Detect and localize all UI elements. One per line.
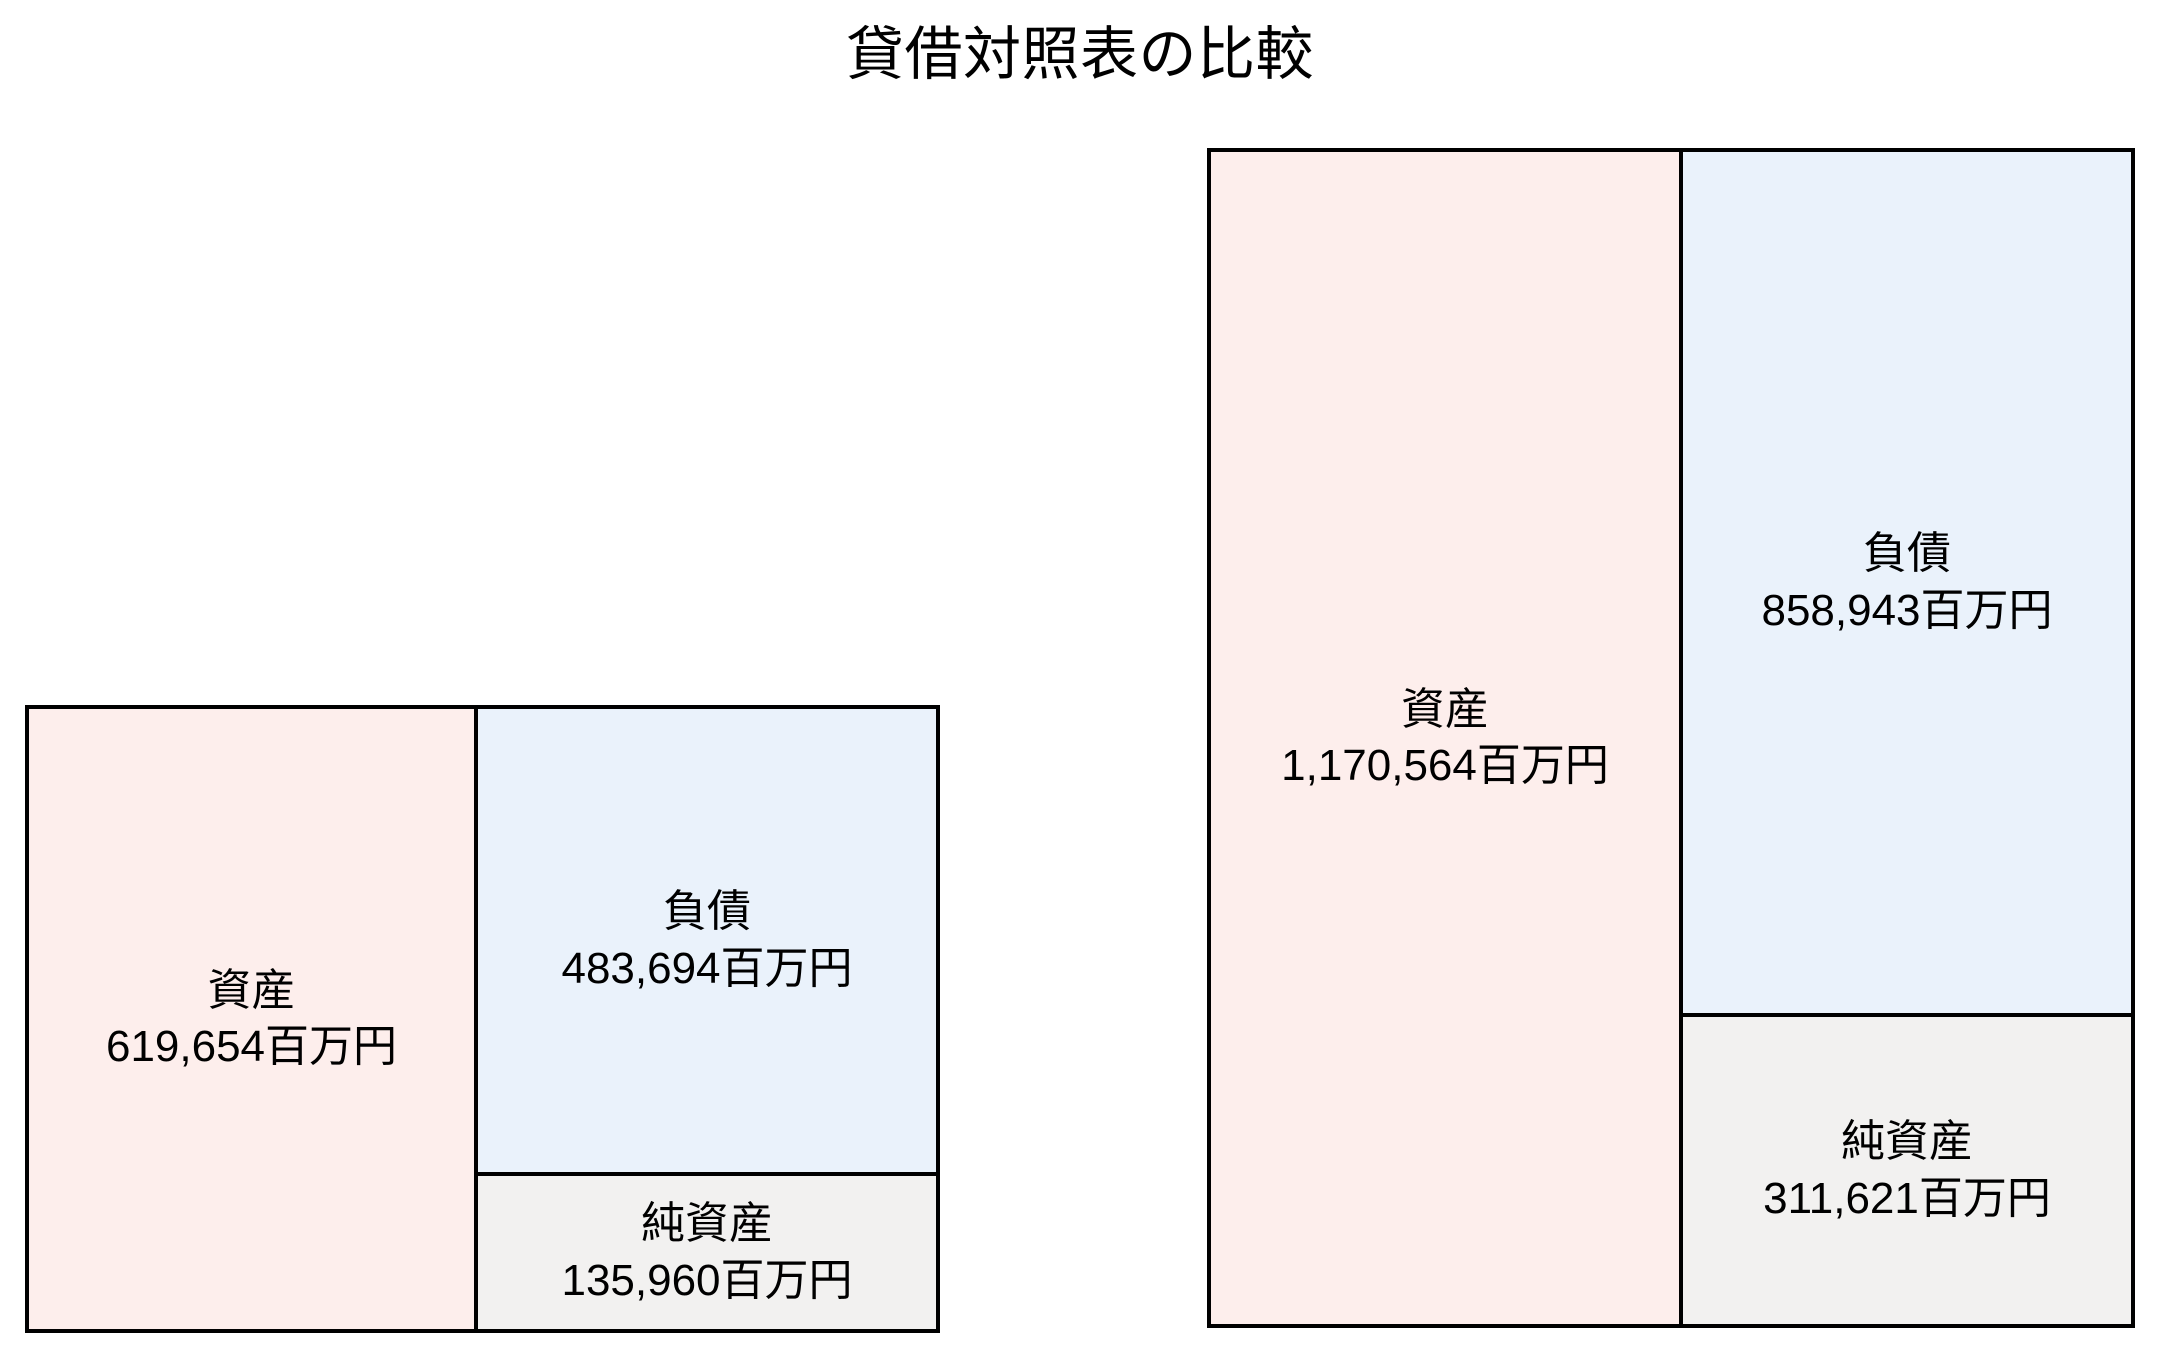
right-net-assets-box: 純資産 311,621百万円 xyxy=(1679,1013,2135,1328)
left-liabilities-label: 負債 483,694百万円 xyxy=(555,884,858,997)
right-assets-box: 資産 1,170,564百万円 xyxy=(1207,148,1683,1328)
left-assets-box: 資産 619,654百万円 xyxy=(25,705,478,1333)
left-liabilities-value: 483,694百万円 xyxy=(561,943,853,993)
left-net-assets-box: 純資産 135,960百万円 xyxy=(474,1172,940,1333)
left-assets-label: 資産 619,654百万円 xyxy=(100,963,403,1076)
page-title: 貸借対照表の比較 xyxy=(845,22,1314,87)
right-liabilities-name: 負債 xyxy=(1863,529,1951,579)
right-liabilities-label: 負債 858,943百万円 xyxy=(1755,526,2058,639)
left-liabilities-name: 負債 xyxy=(663,887,751,937)
right-net-assets-label: 純資産 311,621百万円 xyxy=(1757,1114,2057,1227)
left-assets-value: 619,654百万円 xyxy=(105,1022,398,1071)
right-assets-label: 資産 1,170,564百万円 xyxy=(1275,682,1615,795)
right-net-assets-name: 純資産 xyxy=(1840,1117,1973,1167)
right-liabilities-value: 858,943百万円 xyxy=(1761,585,2053,635)
right-assets-name: 資産 xyxy=(1401,684,1489,734)
right-assets-value: 1,170,564百万円 xyxy=(1281,741,1609,790)
left-net-assets-name: 純資産 xyxy=(641,1199,773,1249)
balance-sheet-left: 資産 619,654百万円 負債 483,694百万円 純資産 135,960百… xyxy=(25,705,940,1333)
left-net-assets-value: 135,960百万円 xyxy=(561,1255,853,1305)
balance-sheet-right: 資産 1,170,564百万円 負債 858,943百万円 純資産 311,62… xyxy=(1207,148,2135,1328)
left-net-assets-label: 純資産 135,960百万円 xyxy=(555,1196,858,1309)
left-assets-name: 資産 xyxy=(207,965,296,1015)
right-liabilities-box: 負債 858,943百万円 xyxy=(1679,148,2135,1017)
right-net-assets-value: 311,621百万円 xyxy=(1763,1173,2051,1223)
left-liabilities-box: 負債 483,694百万円 xyxy=(474,705,940,1176)
